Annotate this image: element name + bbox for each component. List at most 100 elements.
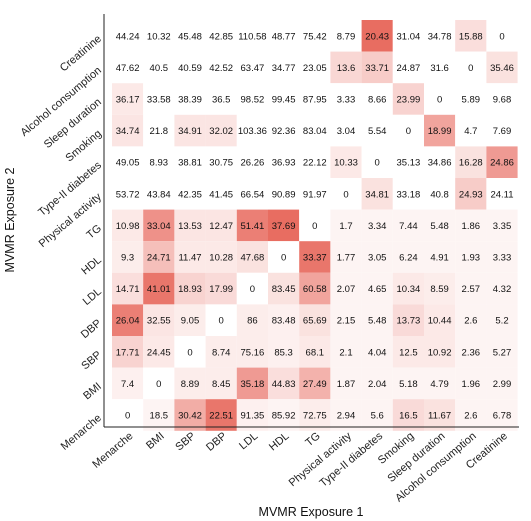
- cell-value-label: 15.88: [459, 31, 483, 42]
- heatmap-cell: [486, 178, 518, 210]
- y-tick-label: TG: [85, 223, 104, 242]
- cell-value-label: 13.53: [178, 221, 202, 232]
- cell-value-label: 5.48: [430, 221, 449, 232]
- cell-value-label: 8.93: [150, 158, 169, 169]
- heatmap-cell: [330, 367, 362, 400]
- cell-value-label: 47.62: [116, 63, 140, 74]
- heatmap-cell: [361, 83, 393, 115]
- heatmap-cell: [205, 209, 237, 242]
- heatmap-cell: [112, 367, 144, 400]
- cell-value-label: 98.52: [241, 95, 265, 106]
- heatmap-cell: [236, 367, 268, 400]
- heatmap-cell: [268, 399, 300, 431]
- heatmap-cell: [174, 272, 206, 305]
- cell-value-label: 8.89: [181, 379, 200, 390]
- y-tick-label: LDL: [81, 286, 104, 308]
- heatmap-cell: [330, 304, 362, 336]
- cell-value-label: 18.99: [428, 126, 452, 137]
- cell-value-label: 11.67: [428, 411, 451, 422]
- heatmap-cell: [143, 178, 175, 210]
- heatmap-cell: [268, 304, 300, 336]
- heatmap-cell: [486, 146, 518, 178]
- cell-value-label: 8.79: [337, 31, 356, 42]
- cell-value-label: 38.39: [178, 95, 202, 106]
- cell-value-label: 38.81: [178, 158, 202, 169]
- cell-value-label: 7.4: [121, 379, 134, 390]
- cell-value-label: 24.71: [147, 253, 171, 264]
- cell-value-label: 99.45: [272, 95, 296, 106]
- heatmap-cell: [361, 304, 393, 336]
- cell-value-label: 13.73: [397, 316, 421, 327]
- cell-value-label: 42.35: [178, 189, 202, 200]
- heatmap-cell: [174, 241, 206, 273]
- cell-value-label: 0: [437, 95, 442, 106]
- cell-value-label: 33.71: [365, 63, 389, 74]
- heatmap-cell-labels: 44.24 10.32 45.48 42.85 110.58 48.77 75.42 8.79…: [116, 31, 514, 421]
- heatmap-cell: [330, 336, 362, 368]
- heatmap-cell: [486, 304, 518, 336]
- cell-value-label: 2.1: [339, 347, 352, 358]
- heatmap-cell: [236, 336, 268, 368]
- cell-value-label: 2.07: [337, 284, 356, 295]
- cell-value-label: 8.74: [212, 347, 231, 358]
- cell-value-label: 3.33: [493, 253, 512, 264]
- cell-value-label: 24.86: [490, 158, 514, 169]
- heatmap-cell: [174, 20, 206, 52]
- cell-value-label: 12.47: [209, 221, 233, 232]
- cell-value-label: 16.5: [399, 411, 418, 422]
- cell-value-label: 37.69: [272, 221, 296, 232]
- heatmap-cell: [268, 114, 300, 147]
- cell-value-label: 5.27: [493, 347, 512, 358]
- heatmap-cell: [112, 114, 144, 147]
- heatmap-cell: [112, 272, 144, 305]
- heatmap-cell: [424, 20, 456, 52]
- cell-value-label: 5.54: [368, 126, 387, 137]
- cell-value-label: 43.84: [147, 189, 171, 200]
- heatmap-cell: [205, 83, 237, 115]
- cell-value-label: 4.04: [368, 347, 387, 358]
- heatmap-cell: [486, 399, 518, 431]
- cell-value-label: 44.83: [272, 379, 296, 390]
- heatmap-cell: [143, 146, 175, 178]
- cell-value-label: 83.48: [272, 316, 296, 327]
- cell-value-label: 4.65: [368, 284, 387, 295]
- heatmap-cell: [392, 272, 424, 305]
- heatmap-cell: [330, 146, 362, 178]
- heatmap-cell: [174, 399, 206, 431]
- heatmap-cell: [486, 83, 518, 115]
- heatmap-cell: [361, 336, 393, 368]
- cell-value-label: 8.59: [430, 284, 449, 295]
- cell-value-label: 47.68: [241, 253, 265, 264]
- heatmap-cell: [143, 83, 175, 115]
- heatmap-cell: [143, 241, 175, 273]
- cell-value-label: 10.34: [397, 284, 421, 295]
- cell-value-label: 0: [125, 411, 130, 422]
- heatmap-cell: [424, 146, 456, 178]
- cell-value-label: 26.04: [116, 316, 140, 327]
- heatmap-cell: [330, 20, 362, 52]
- cell-value-label: 41.01: [147, 284, 171, 295]
- cell-value-label: 40.8: [430, 189, 449, 200]
- heatmap-cell: [330, 272, 362, 305]
- heatmap-cell: [486, 209, 518, 242]
- heatmap-cell: [205, 114, 237, 147]
- cell-value-label: 3.35: [493, 221, 512, 232]
- heatmap-cell: [205, 304, 237, 336]
- heatmap-cell: [455, 336, 487, 368]
- cell-value-label: 34.74: [116, 126, 140, 137]
- heatmap-cell: [455, 146, 487, 178]
- cell-value-label: 23.99: [397, 95, 421, 106]
- heatmap-cell: [299, 51, 331, 84]
- cell-value-label: 4.7: [464, 126, 477, 137]
- heatmap-cell: [455, 367, 487, 400]
- heatmap-cell: [205, 367, 237, 400]
- cell-value-label: 5.2: [495, 316, 508, 327]
- cell-value-label: 85.92: [272, 411, 296, 422]
- heatmap-cell: [330, 51, 362, 84]
- cell-value-label: 63.47: [241, 63, 265, 74]
- heatmap-cell: [174, 51, 206, 84]
- cell-value-label: 5.18: [399, 379, 418, 390]
- heatmap-cell: [299, 209, 331, 242]
- heatmap-cell: [268, 367, 300, 400]
- cell-value-label: 87.95: [303, 95, 327, 106]
